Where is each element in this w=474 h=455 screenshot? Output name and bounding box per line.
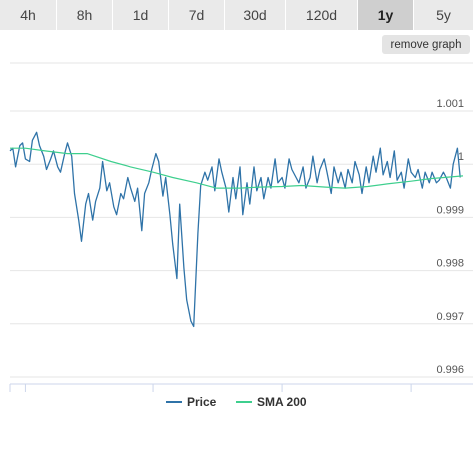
y-tick-label: 0.999 [436,204,464,216]
tab-30d[interactable]: 30d [225,0,286,30]
tab-8h[interactable]: 8h [57,0,113,30]
y-tick-label: 1.001 [436,98,464,110]
legend-label-sma200: SMA 200 [257,395,307,409]
legend-item-price[interactable]: Price [166,392,216,412]
legend-item-sma200[interactable]: SMA 200 [236,392,307,412]
sma200-legend-swatch [236,401,252,403]
tab-120d[interactable]: 120d [286,0,358,30]
chart-legend: Price SMA 200 [0,392,474,412]
price-legend-swatch [166,401,182,403]
legend-label-price: Price [187,395,217,409]
sma200-series-line [10,147,464,189]
y-tick-label: 0.998 [436,258,464,270]
tab-1y[interactable]: 1y [358,0,414,30]
tab-7d[interactable]: 7d [169,0,225,30]
price-series-line [9,131,461,328]
tab-1d[interactable]: 1d [113,0,169,30]
tab-5y[interactable]: 5y [414,0,474,30]
timeframe-tabs: 4h 8h 1d 7d 30d 120d 1y 5y [0,0,474,30]
y-tick-label: 0.997 [436,311,464,323]
y-tick-label: 0.996 [436,364,464,376]
y-tick-label: 1 [458,151,464,163]
remove-graph-button[interactable]: remove graph [382,35,470,54]
tab-4h[interactable]: 4h [0,0,57,30]
